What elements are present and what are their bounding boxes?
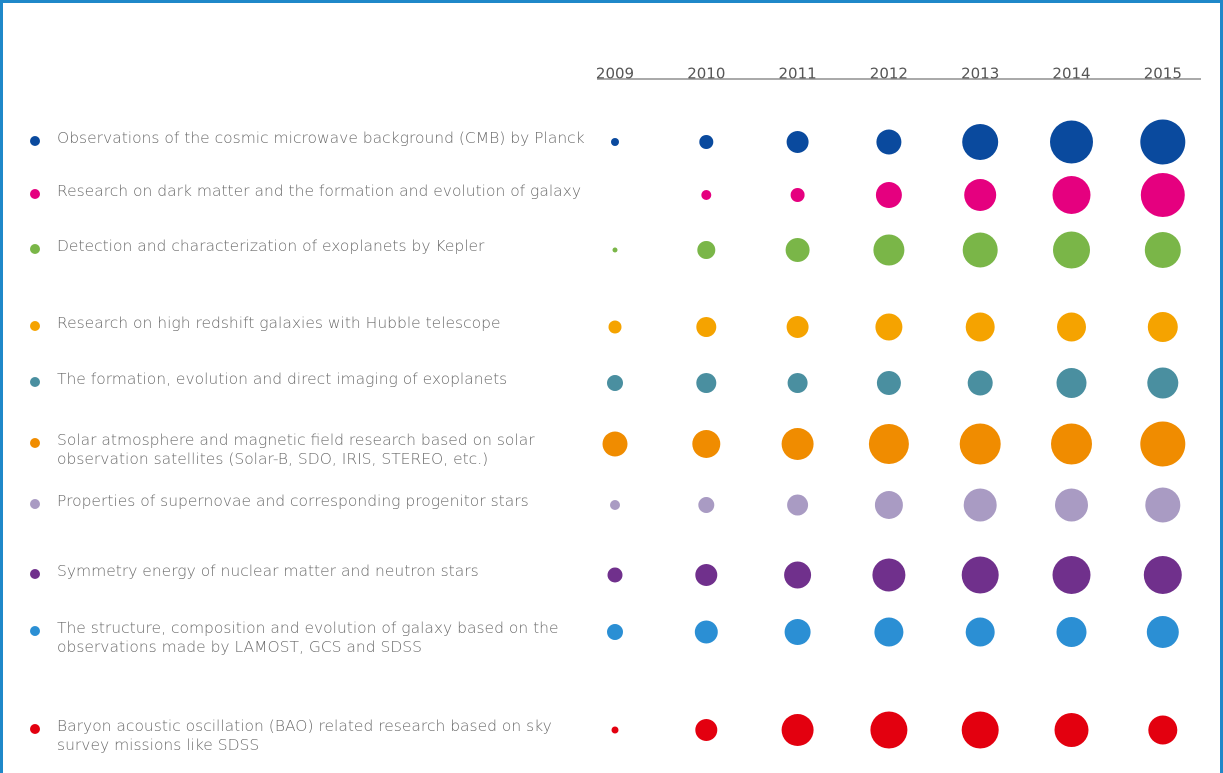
bubble	[787, 494, 809, 516]
bubble	[1146, 616, 1179, 648]
bubble	[875, 182, 902, 208]
row-label: Detection and characterization of exopla…	[57, 237, 485, 255]
bubble	[1052, 556, 1091, 594]
bubble	[1147, 367, 1179, 399]
legend-dot	[30, 189, 40, 199]
bubble	[961, 556, 999, 594]
bubble	[602, 431, 628, 457]
legend-dot	[30, 244, 40, 254]
bubble	[961, 711, 999, 749]
bubble	[873, 234, 905, 266]
bubble	[1052, 176, 1091, 214]
bubble	[784, 561, 812, 589]
row-label: Research on dark matter and the formatio…	[57, 182, 582, 200]
bubble	[965, 617, 995, 647]
bubble	[1055, 488, 1088, 522]
bubble	[790, 188, 805, 202]
bubble	[965, 312, 995, 342]
bubble	[781, 428, 814, 460]
bubble	[870, 711, 908, 749]
bubble	[1144, 232, 1181, 268]
bubble	[1143, 556, 1182, 594]
bubble	[698, 497, 715, 513]
column-header: 2012	[870, 65, 908, 83]
bubble	[696, 373, 717, 393]
column-header: 2013	[961, 65, 999, 83]
bubble	[1148, 715, 1178, 745]
bubble	[787, 373, 808, 393]
bubble	[607, 375, 623, 391]
bubble	[963, 488, 997, 522]
legend-dot	[30, 626, 40, 636]
bubble	[876, 371, 901, 395]
bubble	[611, 138, 619, 146]
legend-dot	[30, 377, 40, 387]
row-label: Solar atmosphere and magnetic field rese…	[57, 431, 535, 468]
bubble	[607, 567, 623, 583]
bubble	[875, 313, 903, 341]
bubble	[611, 726, 619, 734]
bubble	[692, 430, 721, 458]
row-label: Baryon acoustic oscillation (BAO) relate…	[57, 717, 552, 754]
bubble	[1140, 119, 1186, 165]
bubble	[962, 124, 999, 160]
bubble	[701, 190, 712, 200]
bubble	[1140, 173, 1185, 217]
bubble	[1056, 368, 1087, 398]
bubble	[695, 719, 718, 741]
row-label: The structure, composition and evolution…	[57, 619, 559, 656]
legend-dot	[30, 724, 40, 734]
column-header: 2009	[596, 65, 634, 83]
bubble	[1053, 231, 1090, 269]
bubble	[784, 619, 811, 645]
bubble	[696, 317, 717, 337]
legend-dot	[30, 499, 40, 509]
row-label: The formation, evolution and direct imag…	[57, 370, 508, 388]
bubble	[781, 714, 814, 746]
bubble-area: 2009 2010 2011 2012 2013 2014 2015	[30, 65, 1201, 749]
column-header: 2014	[1052, 65, 1090, 83]
legend-dot	[30, 136, 40, 146]
bubble	[694, 620, 718, 644]
row-label: Properties of supernovae and correspondi…	[57, 492, 529, 510]
bubble	[872, 558, 906, 592]
bubble	[1145, 487, 1181, 523]
bubble	[1050, 120, 1093, 164]
bubble	[959, 423, 1001, 465]
bubble	[699, 135, 714, 149]
bubble	[1140, 421, 1186, 467]
column-header: 2015	[1144, 65, 1182, 83]
column-header: 2011	[779, 65, 817, 83]
column-header: 2010	[687, 65, 725, 83]
row-label: Research on high redshift galaxies with …	[57, 314, 501, 332]
bubble	[876, 129, 902, 155]
bubble	[1054, 713, 1089, 747]
bubble	[1056, 617, 1087, 647]
bubble	[868, 424, 909, 464]
bubble	[1051, 423, 1092, 465]
bubble	[874, 491, 903, 519]
bubble	[1057, 312, 1086, 342]
bubble	[967, 370, 993, 396]
bubble	[1147, 312, 1178, 342]
bubble	[612, 247, 618, 253]
bubble	[964, 179, 997, 211]
bubble	[786, 316, 809, 338]
bubble	[607, 624, 623, 640]
row-label: Observations of the cosmic microwave bac…	[57, 129, 585, 147]
bubble	[785, 238, 810, 262]
bubble	[697, 241, 716, 259]
legend-dot	[30, 569, 40, 579]
legend-dot	[30, 321, 40, 331]
bubble	[786, 131, 809, 153]
bubble	[695, 564, 718, 586]
bubble	[608, 320, 622, 334]
bubble	[874, 617, 904, 647]
row-label: Symmetry energy of nuclear matter and ne…	[57, 562, 479, 580]
bubble	[962, 232, 998, 268]
bubble	[610, 500, 620, 510]
legend-dot	[30, 438, 40, 448]
